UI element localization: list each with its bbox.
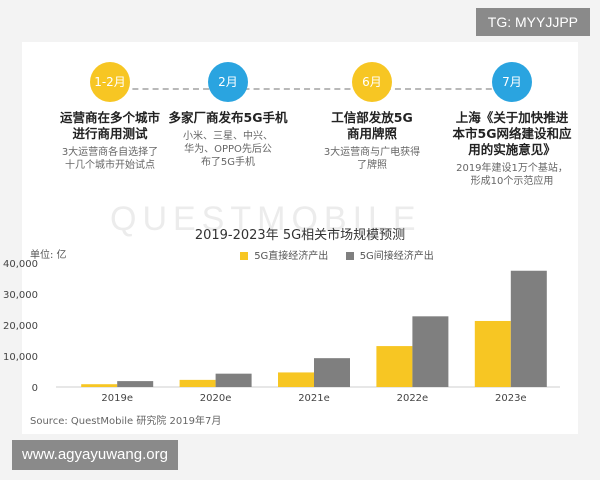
x-tick-label: 2020e (200, 393, 232, 404)
source-note: Source: QuestMobile 研究院 2019年7月 (30, 416, 222, 427)
y-tick-label: 40,000 (3, 259, 38, 270)
x-tick-label: 2021e (298, 393, 330, 404)
milestone-date-circle: 6月 (352, 62, 392, 102)
site-badge: www.agyayuwang.org (12, 440, 178, 470)
x-tick-label: 2019e (101, 393, 133, 404)
milestone-desc: 3大运营商与广电获得 了牌照 (323, 147, 421, 171)
milestone-desc: 3大运营商各自选择了 十几个城市开始试点 (61, 147, 159, 171)
y-tick-label: 10,000 (3, 352, 38, 363)
milestone-title: 工信部发放5G 商用牌照 (331, 110, 413, 141)
milestone-title: 运营商在多个城市 进行商用测试 (59, 110, 160, 141)
legend-item-direct: 5G直接经济产出 (240, 247, 328, 262)
y-tick-label: 20,000 (3, 321, 38, 332)
bar-indirect-2022e (412, 316, 449, 387)
milestone-4: 7月 上海《关于加快推进 本市5G网络建设和应 用的实施意见》 2019年建设1… (442, 62, 582, 188)
milestone-title: 上海《关于加快推进 本市5G网络建设和应 用的实施意见》 (452, 110, 572, 157)
chart-legend: 5G直接经济产出 5G间接经济产出 (240, 247, 448, 262)
y-tick-label: 30,000 (3, 290, 38, 301)
timeline-line (92, 88, 512, 90)
legend-swatch-indirect (345, 252, 354, 260)
milestone-date-circle: 2月 (208, 62, 248, 102)
bar-direct-2019e (81, 384, 118, 387)
watermark: QUESTMOBILE (110, 200, 422, 238)
bar-direct-2021e (278, 372, 314, 387)
milestone-2: 2月 多家厂商发布5G手机 小米、三星、中兴、 华为、OPPO先后公 布了5G手… (158, 62, 298, 169)
bar-direct-2020e (179, 379, 216, 387)
milestone-date-circle: 7月 (492, 62, 532, 102)
milestone-desc: 小米、三星、中兴、 华为、OPPO先后公 布了5G手机 (183, 131, 273, 168)
bar-indirect-2020e (215, 373, 252, 387)
legend-swatch-direct (240, 252, 248, 260)
bar-direct-2022e (376, 346, 413, 387)
milestone-1: 1-2月 运营商在多个城市 进行商用测试 3大运营商各自选择了 十几个城市开始试… (40, 62, 180, 172)
x-tick-label: 2022e (397, 393, 429, 404)
y-tick-label: 0 (32, 383, 38, 394)
bar-indirect-2021e (314, 358, 350, 387)
milestone-3: 6月 工信部发放5G 商用牌照 3大运营商与广电获得 了牌照 (302, 62, 442, 172)
bar-direct-2023e (474, 320, 511, 387)
milestone-desc: 2019年建设1万个基站， 形成10个示范应用 (456, 163, 568, 187)
x-tick-label: 2023e (495, 393, 527, 404)
tg-badge: TG: MYYJJPP (475, 8, 590, 36)
bar-indirect-2023e (510, 270, 547, 387)
chart-title: 2019-2023年 5G相关市场规模预测 (194, 228, 406, 243)
bar-indirect-2019e (117, 381, 154, 387)
milestone-title: 多家厂商发布5G手机 (168, 110, 288, 125)
legend-item-indirect: 5G间接经济产出 (345, 247, 434, 262)
milestone-date-circle: 1-2月 (90, 62, 130, 102)
y-axis-unit-label: 单位: 亿 (30, 250, 67, 261)
